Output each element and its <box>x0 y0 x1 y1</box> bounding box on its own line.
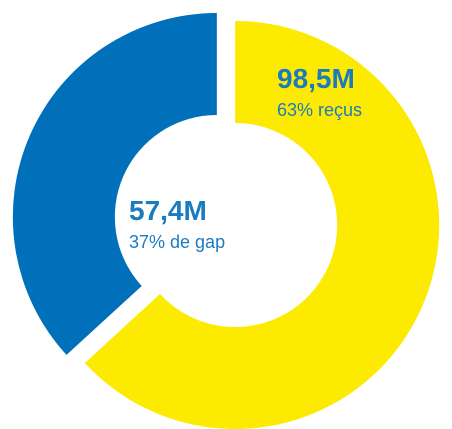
slices-group <box>12 12 440 429</box>
slice-value-label-gap: 57,4M <box>129 195 207 226</box>
slice-gap <box>12 12 217 355</box>
slice-sub-label-received: 63% reçus <box>277 100 362 120</box>
slice-sub-label-gap: 37% de gap <box>129 232 225 252</box>
slice-value-label-received: 98,5M <box>277 63 355 94</box>
slice-received <box>84 21 440 429</box>
